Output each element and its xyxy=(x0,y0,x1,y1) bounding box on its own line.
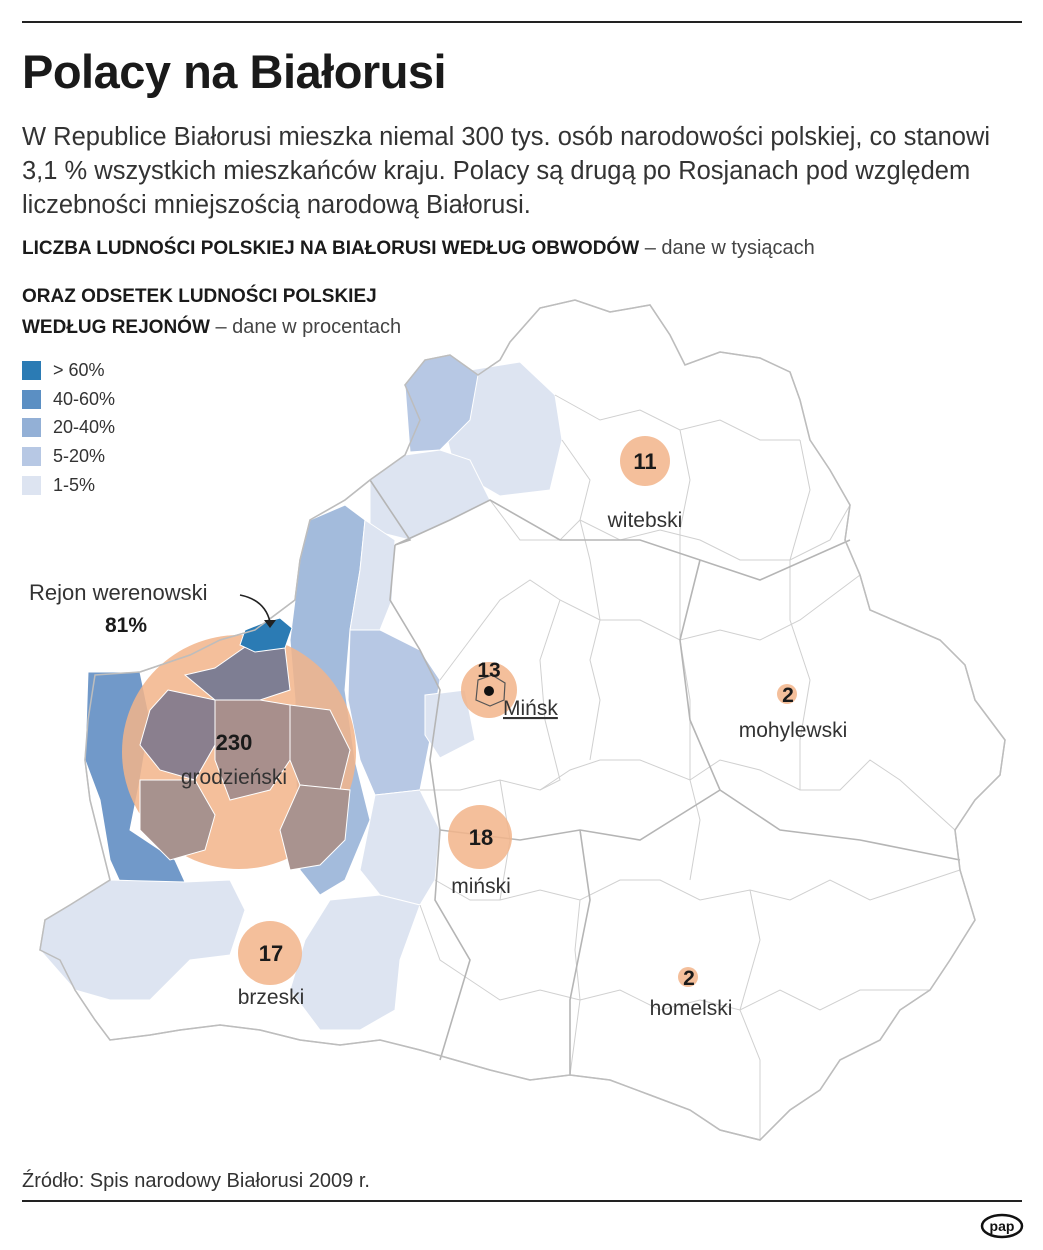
rejon-20-40-grodno-southeast xyxy=(279,784,351,871)
callout-rejon-value: 81% xyxy=(105,614,148,637)
subheading-population: LICZBA LUDNOŚCI POLSKIEJ NA BIAŁORUSI WE… xyxy=(22,233,815,264)
source-note: Źródło: Spis narodowy Białorusi 2009 r. xyxy=(22,1170,370,1192)
legend-item: 40-60% xyxy=(22,385,115,414)
bottom-rule xyxy=(22,1200,1022,1202)
page-title: Polacy na Białorusi xyxy=(22,45,447,98)
name-grodzienski: grodzieński xyxy=(181,766,287,789)
value-grodzienski: 230 xyxy=(216,730,253,755)
callout-arrow xyxy=(239,594,271,623)
value-witebski: 11 xyxy=(633,449,656,474)
legend-label: > 60% xyxy=(53,359,105,380)
legend-label: 20-40% xyxy=(53,417,116,438)
subheading-population-bold: LICZBA LUDNOŚCI POLSKIEJ NA BIAŁORUSI WE… xyxy=(22,238,640,259)
value-minski: 18 xyxy=(469,825,493,850)
legend-item: 1-5% xyxy=(22,471,115,500)
rejon-1-5-central-west xyxy=(349,519,396,631)
legend-swatch xyxy=(22,389,41,409)
name-minski: miński xyxy=(451,875,511,898)
minsk-city-outline xyxy=(475,674,506,707)
bubble-minski xyxy=(448,805,512,869)
subheading-share-light: – dane w procentach xyxy=(209,316,402,338)
legend-swatch xyxy=(22,475,41,495)
pap-logo: pap xyxy=(980,1213,1024,1239)
legend-item: > 60% xyxy=(22,356,115,385)
legend-swatch xyxy=(22,418,41,438)
value-homelski: 2 xyxy=(683,967,695,990)
value-minsk-city: 13 xyxy=(477,659,500,682)
legend-swatch xyxy=(22,360,41,380)
rejon-werenowski xyxy=(239,617,293,653)
name-brzeski: brzeski xyxy=(238,986,305,1009)
legend-item: 5-20% xyxy=(22,442,115,471)
bubble-brzeski xyxy=(238,921,302,985)
name-mohylewski: mohylewski xyxy=(739,719,848,742)
subheading-population-light: – dane w tysiącach xyxy=(639,237,815,259)
legend-label: 1-5% xyxy=(53,474,96,495)
rejon-20-40-grodno-south xyxy=(139,779,216,861)
country-border xyxy=(39,299,1006,1141)
bubble-witebski xyxy=(620,436,670,486)
name-minsk-city: Mińsk xyxy=(503,697,558,720)
legend-label: 40-60% xyxy=(53,388,116,409)
subheading-share: ORAZ ODSETEK LUDNOŚCI POLSKIEJ WEDŁUG RE… xyxy=(22,282,401,343)
minsk-city-point xyxy=(484,686,494,696)
legend-item: 20-40% xyxy=(22,413,115,442)
subheading-share-bold-1: ORAZ ODSETEK LUDNOŚCI POLSKIEJ xyxy=(22,286,377,307)
pap-logo-text: pap xyxy=(990,1218,1015,1234)
legend: > 60% 40-60% 20-40% 5-20% 1-5% xyxy=(22,356,115,499)
bubble-mohylewski xyxy=(777,684,797,704)
bubble-homelski xyxy=(678,967,698,987)
callout-arrowhead xyxy=(264,620,276,628)
value-brzeski: 17 xyxy=(259,941,283,966)
rejon-5-20-central-west xyxy=(347,629,441,796)
legend-swatch xyxy=(22,446,41,466)
value-mohylewski: 2 xyxy=(782,684,794,707)
rejon-20-40-grodno-center xyxy=(214,699,291,801)
subheading-share-bold-2: WEDŁUG REJONÓW xyxy=(22,317,210,338)
top-rule xyxy=(22,21,1022,23)
name-witebski: witebski xyxy=(607,509,683,532)
intro-text: W Republice Białorusi mieszka niemal 300… xyxy=(22,123,991,219)
rejon-borders xyxy=(419,394,961,1140)
oblast-borders xyxy=(369,479,961,1075)
name-homelski: homelski xyxy=(650,997,733,1020)
callout-rejon-name: Rejon werenowski xyxy=(29,580,208,605)
legend-label: 5-20% xyxy=(53,445,106,466)
